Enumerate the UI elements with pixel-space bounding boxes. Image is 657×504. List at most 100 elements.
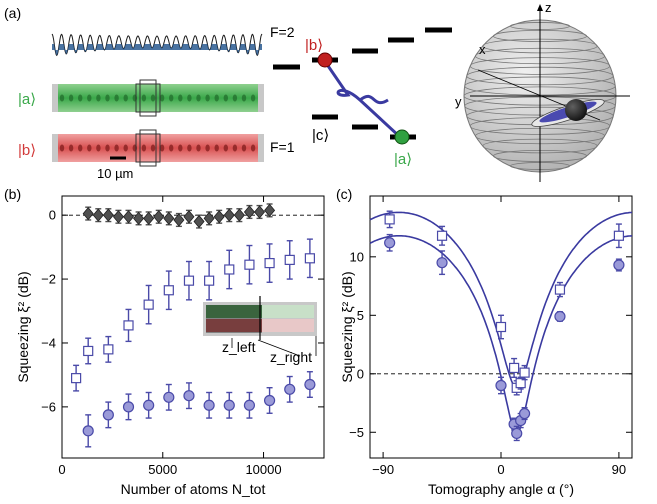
data-point-diamond [122,210,135,224]
data-point-square [204,275,215,286]
data-point-diamond [243,205,255,219]
state-b-dot [317,52,333,68]
data-point-square [519,367,530,378]
data-point-circle [82,425,94,437]
x-tick-label: 10000 [245,462,281,477]
data-point-circle [613,259,625,271]
data-point-circle [263,394,276,407]
data-point-circle [243,399,256,411]
data-point-circle [384,237,396,249]
data-point-square [613,230,625,241]
atom-cloud-a [52,79,264,117]
data-point-circle [284,383,296,395]
state-b-label-left: |b⟩ [18,142,36,159]
data-point-square [284,254,295,266]
data-point-square [183,275,195,286]
data-point-diamond [264,203,276,218]
panel-label-a: (a) [4,5,22,21]
sphere-axis-y: y [455,94,462,109]
data-point-circle [495,379,507,392]
data-point-diamond [193,214,205,229]
data-point-circle [223,399,235,411]
data-point-square [244,259,255,270]
y-tick-label: 5 [357,308,364,323]
y-tick-label: −4 [41,335,56,350]
data-point-square [103,344,114,355]
data-point-square [495,321,507,333]
data-point-diamond [213,210,225,224]
y-tick-label: −6 [41,399,56,414]
data-point-circle [163,391,175,403]
y-tick-label: −5 [349,425,364,440]
panel-label-b: (b) [4,186,22,202]
state-a-dot [394,129,410,145]
lattice-potential [51,33,263,57]
y-tick-label: −2 [41,272,56,287]
data-point-square [304,253,315,264]
data-point-circle [554,310,566,323]
data-point-diamond [92,208,104,222]
data-point-circle [511,427,523,440]
data-point-diamond [173,213,185,227]
x-tick-label: 90 [612,462,626,477]
state-a-label-left: |a⟩ [18,91,36,108]
data-point-circle [143,399,155,411]
scale-bar-label: 10 µm [97,166,133,181]
state-ball [565,99,587,121]
chart-b-inset: z_left z_right [203,296,317,365]
data-point-square [264,257,275,269]
data-point-square [224,264,235,275]
data-point-diamond [253,205,266,219]
y-tick-label: 10 [350,249,364,264]
level-diagram: F=2 F=1 |b⟩ |c⟩ |a⟩ [270,24,452,168]
chart-c-xlabel: Tomography angle α (°) [428,481,574,497]
level-f1-label: F=1 [270,139,295,155]
data-point-diamond [102,208,114,222]
data-point-diamond [183,210,195,224]
data-point-circle [122,401,135,413]
chart-c-ylabel: Squeezing ξ² (dB) [339,271,355,382]
atom-cloud-b [52,129,264,167]
chart-b-ylabel: Squeezing ξ² (dB) [15,271,31,382]
data-point-diamond [112,210,124,224]
x-tick-label: 0 [58,462,65,477]
data-point-square [515,378,526,389]
data-point-circle [102,409,114,421]
inset-z-right: z_right [270,349,312,365]
y-tick-label: 0 [49,208,56,223]
data-point-square [123,320,134,331]
bloch-sphere: z x y [455,0,630,182]
x-tick-label: 0 [497,462,504,477]
fit-curve-circle [369,235,633,435]
y-tick-label: 0 [357,366,364,381]
data-point-diamond [233,208,245,222]
data-point-circle [304,378,316,391]
data-point-circle [518,407,531,420]
state-b-label-level: |b⟩ [305,37,323,54]
data-point-diamond [153,210,165,224]
panel-label-c: (c) [336,186,353,202]
data-point-square [71,373,82,384]
x-tick-label: −90 [372,462,394,477]
fit-curve-square [369,211,633,389]
data-point-square [384,214,395,225]
data-point-diamond [223,208,235,222]
data-point-diamond [143,211,155,225]
data-point-square [163,285,174,296]
data-point-diamond [203,211,215,225]
chart-b-xlabel: Number of atoms N_tot [121,481,266,497]
data-point-diamond [163,211,175,225]
data-point-square [554,284,566,295]
data-point-square [83,345,94,357]
state-a-label-level: |a⟩ [394,151,412,168]
sphere-axis-z: z [545,0,552,15]
data-point-square [143,299,154,310]
data-point-circle [183,390,195,402]
state-c-label-level: |c⟩ [312,127,329,144]
level-f2-label: F=2 [270,24,295,40]
data-point-square [509,362,520,374]
data-point-square [436,230,448,241]
data-point-diamond [82,206,94,221]
